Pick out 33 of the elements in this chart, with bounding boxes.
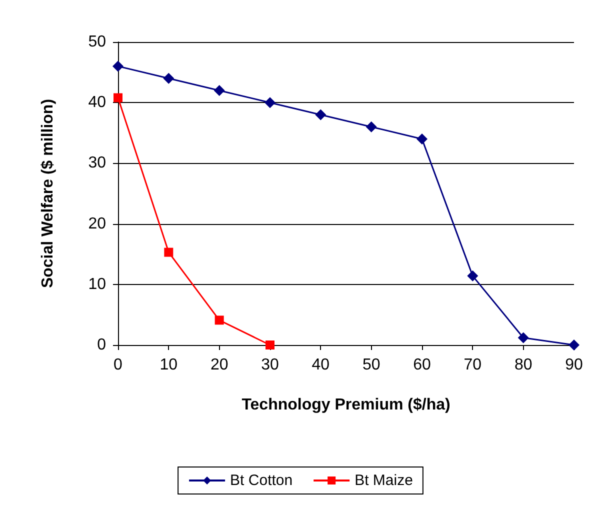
point — [214, 316, 224, 325]
y-axis-title: Social Welfare ($ million) — [40, 98, 56, 288]
y-tick-label: 20 — [88, 215, 106, 232]
point — [164, 248, 174, 257]
y-tick-label: 30 — [88, 154, 106, 172]
point — [518, 332, 529, 344]
y-tick-label: 40 — [88, 94, 106, 112]
x-tick-label: 80 — [514, 356, 532, 374]
legend-label: Bt Cotton — [230, 472, 293, 489]
point — [264, 97, 276, 108]
point — [163, 72, 174, 84]
x-tick-label: 0 — [114, 356, 123, 374]
x-tick-label: 90 — [565, 356, 583, 374]
legend-label: Bt Maize — [354, 472, 413, 489]
y-tick-label: 10 — [88, 276, 106, 293]
x-axis-title: Technology Premium ($/ha) — [242, 396, 450, 414]
point — [214, 84, 225, 96]
x-tick-label: 70 — [464, 356, 482, 374]
point — [112, 60, 124, 72]
point — [467, 270, 478, 282]
point — [315, 109, 326, 120]
x-tick-label: 30 — [261, 356, 279, 374]
x-tick-label: 20 — [210, 356, 228, 374]
point — [266, 340, 274, 350]
x-tick-label: 10 — [160, 356, 178, 374]
x-tick-label: 40 — [312, 356, 330, 374]
point — [568, 340, 580, 350]
y-tick-label: 0 — [97, 336, 106, 354]
x-tick-label: 60 — [413, 356, 431, 374]
point — [366, 121, 377, 132]
y-tick-label: 50 — [88, 34, 106, 50]
point — [416, 133, 428, 144]
x-tick-label: 50 — [362, 356, 380, 374]
